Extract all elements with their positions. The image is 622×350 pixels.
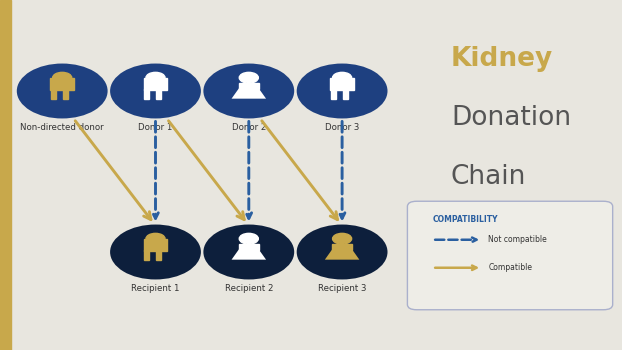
Circle shape <box>239 72 258 83</box>
Bar <box>239 244 259 250</box>
Ellipse shape <box>203 64 294 118</box>
Bar <box>50 90 55 99</box>
Circle shape <box>146 72 165 83</box>
Text: Donation: Donation <box>451 105 571 131</box>
Bar <box>330 90 335 99</box>
Circle shape <box>146 233 165 244</box>
Bar <box>332 244 352 250</box>
Ellipse shape <box>17 64 108 118</box>
Bar <box>239 83 259 89</box>
Text: Recipient 2: Recipient 2 <box>225 284 273 293</box>
Text: Kidney: Kidney <box>451 46 553 71</box>
Text: Compatible: Compatible <box>488 263 532 272</box>
Bar <box>63 90 68 99</box>
Circle shape <box>239 233 258 244</box>
FancyBboxPatch shape <box>407 201 613 310</box>
Bar <box>144 78 167 90</box>
Polygon shape <box>231 89 266 99</box>
Text: Donor 3: Donor 3 <box>325 123 360 132</box>
Polygon shape <box>231 250 266 260</box>
Ellipse shape <box>110 64 201 118</box>
Text: Recipient 1: Recipient 1 <box>131 284 180 293</box>
Bar <box>144 239 167 251</box>
Bar <box>330 78 354 90</box>
Bar <box>156 90 161 99</box>
Ellipse shape <box>297 225 388 279</box>
Text: Recipient 3: Recipient 3 <box>318 284 366 293</box>
Text: Non-directed donor: Non-directed donor <box>21 123 104 132</box>
Bar <box>144 251 149 260</box>
Ellipse shape <box>297 64 388 118</box>
Circle shape <box>53 72 72 83</box>
Bar <box>0 0 11 350</box>
Text: COMPATIBILITY: COMPATIBILITY <box>432 215 498 224</box>
Ellipse shape <box>203 225 294 279</box>
Text: Donor 2: Donor 2 <box>231 123 266 132</box>
Bar <box>144 90 149 99</box>
Text: Not compatible: Not compatible <box>488 235 547 244</box>
Bar <box>50 78 74 90</box>
Circle shape <box>333 233 351 244</box>
Bar <box>343 90 348 99</box>
Text: Chain: Chain <box>451 164 526 190</box>
Bar <box>156 251 161 260</box>
Ellipse shape <box>110 225 201 279</box>
Text: Donor 1: Donor 1 <box>138 123 173 132</box>
Polygon shape <box>325 250 360 260</box>
Circle shape <box>333 72 351 83</box>
